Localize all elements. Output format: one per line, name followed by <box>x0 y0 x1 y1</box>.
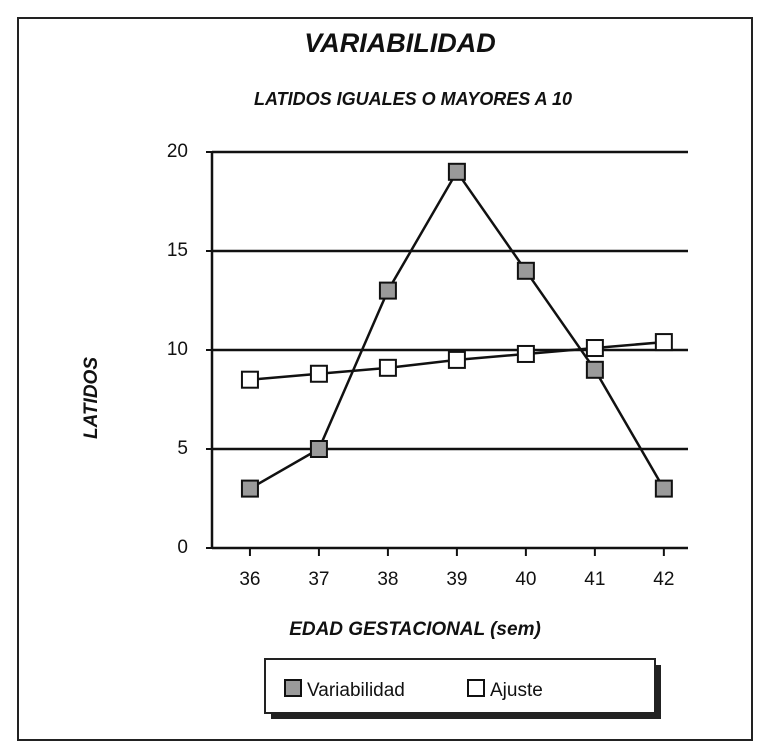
data-point <box>309 364 328 383</box>
x-tick-label: 36 <box>239 569 260 590</box>
data-point <box>654 479 673 498</box>
chart-title: VARIABILIDAD <box>304 28 496 58</box>
data-point <box>378 281 397 300</box>
frame <box>17 17 753 741</box>
data-point <box>516 261 535 280</box>
y-tick-label: 0 <box>177 537 188 558</box>
y-tick-label: 15 <box>167 240 188 261</box>
x-tick-label: 39 <box>446 569 467 590</box>
chart-subtitle: LATIDOS IGUALES O MAYORES A 10 <box>254 89 572 109</box>
legend-label: Ajuste <box>490 680 543 701</box>
x-tick-label: 37 <box>308 569 329 590</box>
y-axis-title: LATIDOS <box>81 357 102 439</box>
y-tick-label: 10 <box>167 339 188 360</box>
data-point <box>447 162 466 181</box>
data-point <box>516 344 535 363</box>
legend-box <box>264 658 656 714</box>
x-tick-label: 40 <box>515 569 536 590</box>
x-axis-title: EDAD GESTACIONAL (sem) <box>289 619 541 640</box>
data-point <box>240 479 259 498</box>
legend-label: Variabilidad <box>307 680 405 701</box>
x-tick-label: 38 <box>377 569 398 590</box>
data-point <box>378 358 397 377</box>
data-point <box>240 370 259 389</box>
y-tick-label: 5 <box>177 438 188 459</box>
y-tick-label: 20 <box>167 141 188 162</box>
x-tick-label: 42 <box>653 569 674 590</box>
legend-marker <box>284 679 302 697</box>
data-point <box>654 333 673 352</box>
legend-marker <box>467 679 485 697</box>
data-point <box>309 440 328 458</box>
x-tick-label: 41 <box>584 569 605 590</box>
data-point <box>585 339 604 358</box>
data-point <box>447 350 466 369</box>
data-point <box>585 360 604 379</box>
